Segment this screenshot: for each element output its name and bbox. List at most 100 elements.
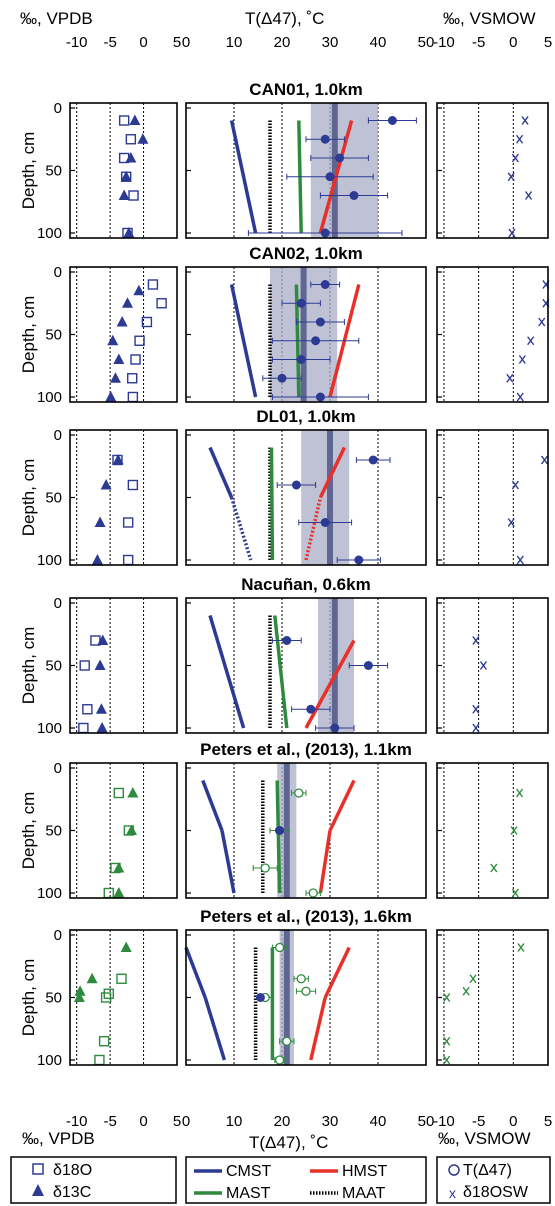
panel-frame [185,929,427,1066]
avg-temperature-line [331,103,338,238]
d13c-marker [129,114,141,125]
d18o-marker [98,1036,110,1047]
left-tick-label: -10 [66,1113,88,1130]
cmst-line [229,120,258,234]
t47-point [308,888,318,898]
t47-point [315,317,325,327]
cmst-line [201,779,224,832]
legend-d13c-marker [32,1184,44,1196]
panel-bg [70,763,177,898]
d13c-marker [100,479,112,490]
d18osw-marker [511,153,519,163]
panel-bg [437,930,548,1065]
depth-tick-label: 0 [54,595,62,612]
depth-tick-label: 100 [37,885,62,902]
d13c-marker [97,634,109,645]
panel-bg [437,430,548,565]
d18o-marker [113,787,125,799]
middle-tick-label: 50 [418,34,435,51]
d13c-marker [120,170,132,182]
d18o-marker [147,279,159,290]
d13c-marker [94,659,106,670]
d13c-marker [113,887,125,898]
panel-bg [186,763,426,898]
mast-line [275,780,282,894]
panel-frame [436,266,549,403]
panel-frame [436,597,549,734]
panel-title: CAN02, 1.0km [249,244,362,263]
panel-bg [186,930,426,1065]
depth-axis-label: Depth, cm [19,296,38,373]
right-tick-label: -5 [472,1113,485,1130]
panel-3: DL01, 1.0km Depth, cm 0 50 100 [19,407,549,569]
d13c-marker [105,391,117,402]
d13c-marker [107,334,119,346]
t47-point [368,455,378,465]
middle-tick-label: 30 [322,34,339,51]
d18o-marker [100,992,112,1003]
panel-frame [69,929,178,1066]
depth-tick-label: 0 [54,100,62,117]
t47-point [274,1055,285,1065]
d13c-marker [95,703,107,714]
middle-tick-label: 10 [226,1113,243,1130]
right-tick-label: -10 [433,1113,455,1130]
t47-point [306,704,316,714]
d18osw-marker [517,943,525,952]
panel-bg [70,103,177,238]
middle-tick-label: 20 [274,34,291,51]
d13c-marker [112,454,124,465]
depth-tick-label: 50 [45,163,62,180]
depth-tick-label: 50 [45,990,62,1007]
middle-tick-label: 0 [182,1113,190,1130]
hmst-line [304,497,323,561]
d13c-marker [120,941,132,952]
legend-t47-marker [448,1164,460,1176]
d18o-marker [141,316,153,328]
legend-middle: CMST HMST MAST MAAT [185,1156,427,1204]
legend-left-frame [10,1156,177,1204]
legend-left: δ18O δ13C [10,1156,177,1204]
cmst-line [229,284,258,398]
depth-tick-label: 0 [54,264,62,281]
panels: CAN01, 1.0km Depth, cm 0 50 100 CAN02, 1.0km D… [19,80,550,1069]
depth-tick-label: 100 [37,552,62,569]
panel-5: Peters et al., (2013), 1.1km Depth, cm 0 50… [19,740,549,902]
panel-2: CAN02, 1.0km Depth, cm 0 50 100 [19,244,550,406]
d18osw-marker [472,704,480,714]
d18osw-marker [511,888,519,898]
t47-point [320,518,330,527]
avg-temperature-line [327,430,333,565]
panel-frame [185,429,427,566]
d18osw-marker [511,480,519,490]
right-tick-label: -5 [472,34,485,51]
middle-tick-label: 10 [226,34,243,51]
t47-point [311,336,321,346]
panel-bg [437,267,548,402]
d18osw-marker [510,826,518,835]
legend-cmst-label: CMST [226,1163,272,1180]
bottom-middle-axis-label: T(Δ47), ˚C [249,1133,328,1152]
panel-bg [437,103,548,238]
left-tick-label: 0 [139,34,147,51]
cmst-line [229,496,253,561]
avg-temperature-line [331,598,338,733]
hmst-line [318,446,346,499]
panel-frame [185,102,427,239]
top-tick-labels: -10 -5 0 5 0 10 20 30 40 50-10 -5 0 5 [66,34,552,51]
t47-point [387,116,397,125]
d18o-marker [127,479,139,491]
panel-frame [185,762,427,899]
legend-middle-frame [185,1156,427,1204]
avg-temperature-band [310,103,378,238]
depth-tick-label: 50 [45,823,62,840]
t47-point [354,555,364,565]
bottom-left-axis-label: ‰, VPDB [22,1129,95,1148]
depth-tick-label: 0 [54,927,62,944]
bottom-right-axis-label: ‰, VSMOW [438,1129,531,1148]
left-tick-label: -5 [103,34,116,51]
depth-tick-label: 50 [45,490,62,507]
middle-tick-label: 0 [182,34,190,51]
mast-line [269,447,275,561]
t47-point [349,191,359,200]
